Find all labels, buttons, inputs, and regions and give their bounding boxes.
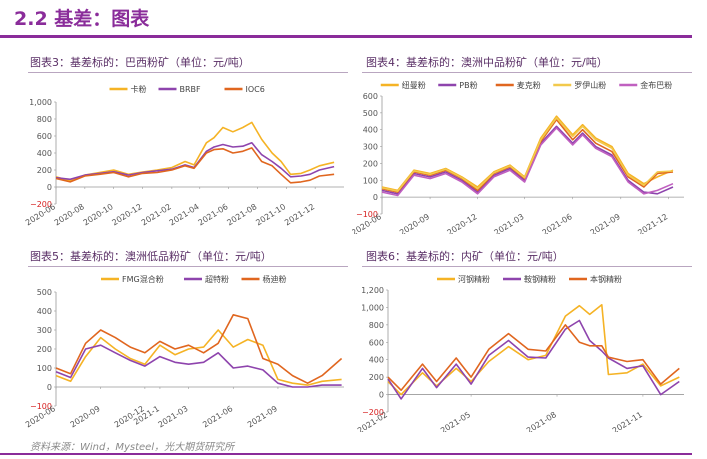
y-tick-label: 300 [37,326,52,335]
series-line [381,117,674,192]
series-line [55,329,342,386]
x-tick-label: 2020-12 [446,212,479,234]
y-tick-label: 0 [373,193,378,202]
x-tick-label: 2021-12 [283,202,316,227]
legend-label: 鞍钢精粉 [524,274,556,284]
y-tick-label: 400 [363,126,378,135]
series-line [387,319,680,400]
x-tick-label: 2021-03 [157,404,190,429]
legend-label: PB粉 [459,80,477,90]
y-tick-label: 0 [47,183,52,192]
y-tick-label: 400 [369,356,384,365]
series-line [55,344,342,388]
legend-label: 河钢精粉 [458,274,490,284]
y-tick-label: 800 [369,321,384,330]
chart-brazil-fines: −20002004006008001,0002020-062020-082020… [24,84,344,227]
x-tick-label: 2021-06 [541,212,574,234]
y-tick-label: −100 [356,210,378,219]
y-tick-label: 1,000 [361,303,384,312]
legend-label: 罗伊山粉 [574,80,606,90]
x-tick-label: 2021-03 [493,212,526,234]
x-tick-label: 2020-08 [53,202,86,227]
panel-divider-2 [362,72,692,73]
x-tick-label: 2021-11 [611,410,644,432]
x-tick-label: 2021-08 [525,410,558,432]
x-tick-label: 2020-12 [110,202,143,227]
x-tick-label: 2020-09 [69,404,102,429]
y-tick-label: 200 [363,159,378,168]
x-tick-label: 2021-04 [168,202,201,227]
bottom-divider [0,453,692,455]
y-tick-label: 400 [37,149,52,158]
x-tick-label: 2021-08 [225,202,258,227]
y-tick-label: 600 [37,132,52,141]
y-tick-label: 100 [37,364,52,373]
y-tick-label: 200 [369,373,384,382]
y-tick-label: 800 [37,115,52,124]
x-tick-label: 2021-09 [246,404,279,429]
x-tick-label: 2021-09 [589,212,622,234]
y-tick-label: 0 [47,383,52,392]
legend-label: 金布巴粉 [640,80,672,90]
series-line [55,121,335,182]
series-line [387,324,680,391]
x-tick-label: 2021-12 [636,212,669,234]
page-title: 2.2 基差：图表 [14,8,150,30]
y-tick-label: 200 [37,345,52,354]
y-tick-label: 0 [379,391,384,400]
y-tick-label: −100 [30,402,52,411]
y-tick-label: 1,200 [361,286,384,295]
panel-divider-3 [28,266,348,267]
panel-title-4: 图表6：基差标的：内矿（单位：元/吨） [366,250,564,263]
panel-title-1: 图表3：基差标的：巴西粉矿（单位：元/吨） [30,56,250,69]
y-tick-label: 400 [37,307,52,316]
x-tick-label: 2020-10 [82,202,115,227]
series-line [55,147,335,184]
x-tick-label: 2020-09 [398,212,431,234]
y-tick-label: 300 [363,143,378,152]
title-divider [0,35,692,38]
legend-label: 麦克粉 [517,80,541,90]
y-tick-label: 600 [363,92,378,101]
panel-title-3: 图表5：基差标的：澳洲低品粉矿（单位：元/吨） [30,250,272,263]
panel-divider-4 [362,266,692,267]
panel-title-2: 图表4：基差标的：澳洲中品粉矿（单位：元/吨） [366,56,608,69]
series-line [387,304,680,396]
y-tick-label: 100 [363,176,378,185]
x-tick-label: 2021-02 [140,202,173,227]
legend-label: 超特粉 [205,274,229,284]
y-tick-label: 500 [363,109,378,118]
panel-divider-1 [28,72,348,73]
y-tick-label: 600 [369,338,384,347]
legend-label: 卡粉 [131,84,147,94]
y-tick-label: 200 [37,166,52,175]
legend-label: BRBF [180,85,202,94]
series-line [55,314,343,384]
y-tick-label: −200 [362,408,384,417]
x-tick-label: 2021-10 [254,202,287,227]
y-tick-label: −200 [30,200,52,209]
y-tick-label: 500 [37,288,52,297]
legend-label: IOC6 [246,85,265,94]
series-line [381,115,674,192]
series-line [381,127,674,197]
legend-label: 纽曼粉 [402,80,426,90]
x-tick-label: 2021-06 [201,404,234,429]
y-tick-label: 1,000 [29,98,52,107]
x-tick-label: 2021-05 [439,410,472,432]
legend-label: 杨迪粉 [263,274,287,284]
legend-label: FMG混合粉 [122,274,164,284]
legend-label: 本钢精粉 [590,274,622,284]
source-note: 资料来源：Wind，Mysteel，光大期货研究所 [30,442,235,453]
x-tick-label: 2021-06 [197,202,230,227]
